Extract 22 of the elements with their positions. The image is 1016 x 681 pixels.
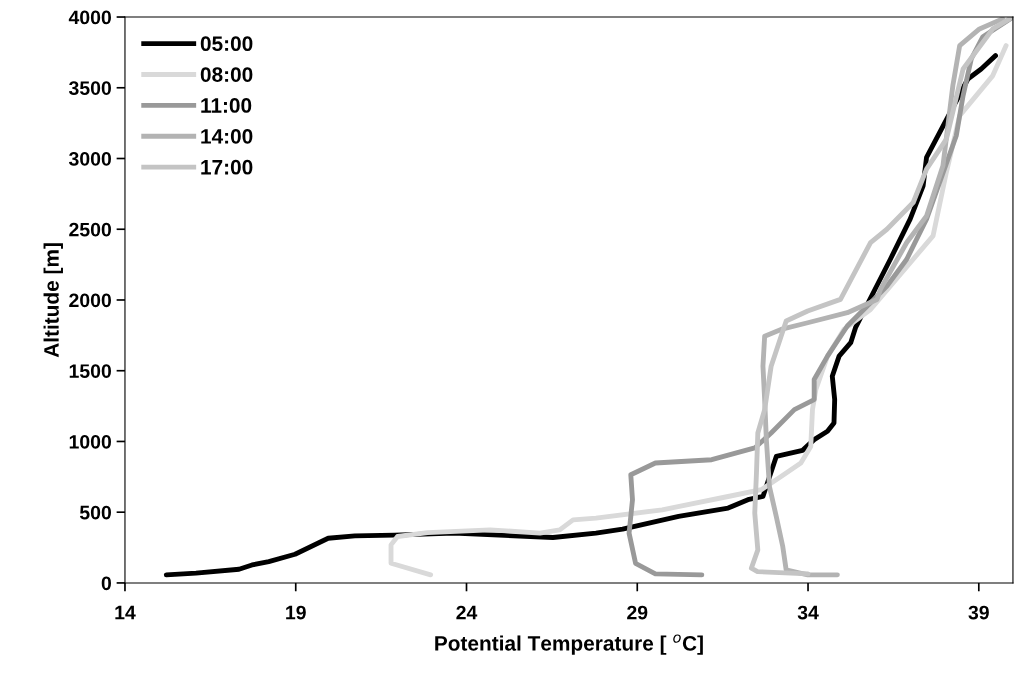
y-tick-label: 1500 bbox=[69, 364, 111, 378]
x-tick-label: 14 bbox=[115, 605, 136, 620]
y-tick-label: 1000 bbox=[69, 434, 111, 449]
x-tick-label: 24 bbox=[456, 605, 478, 620]
x-axis-title: Potential Temperature [ $^{o}$C] bbox=[435, 634, 703, 655]
y-tick-label: 3000 bbox=[68, 151, 111, 166]
y-tick-label: 2000 bbox=[69, 293, 111, 308]
legend-label: 08:00 bbox=[200, 67, 253, 82]
x-tick-label: 19 bbox=[286, 605, 306, 620]
y-tick-label: 0 bbox=[101, 576, 111, 591]
y-tick-label: 2500 bbox=[69, 222, 111, 237]
legend-label: 05:00 bbox=[200, 36, 253, 52]
x-tick-label: 34 bbox=[797, 605, 819, 620]
y-tick-label: 3500 bbox=[68, 81, 111, 96]
x-tick-label: 29 bbox=[627, 605, 648, 620]
legend-label: 11:00 bbox=[201, 98, 252, 113]
y-tick-label: 500 bbox=[79, 505, 111, 520]
legend-label: 14:00 bbox=[201, 128, 253, 144]
y-tick-label: 4000 bbox=[68, 10, 111, 25]
x-tick-label: 39 bbox=[968, 605, 989, 620]
y-axis-title: Altitude [m] bbox=[43, 243, 63, 358]
legend-label: 17:00 bbox=[201, 159, 253, 175]
